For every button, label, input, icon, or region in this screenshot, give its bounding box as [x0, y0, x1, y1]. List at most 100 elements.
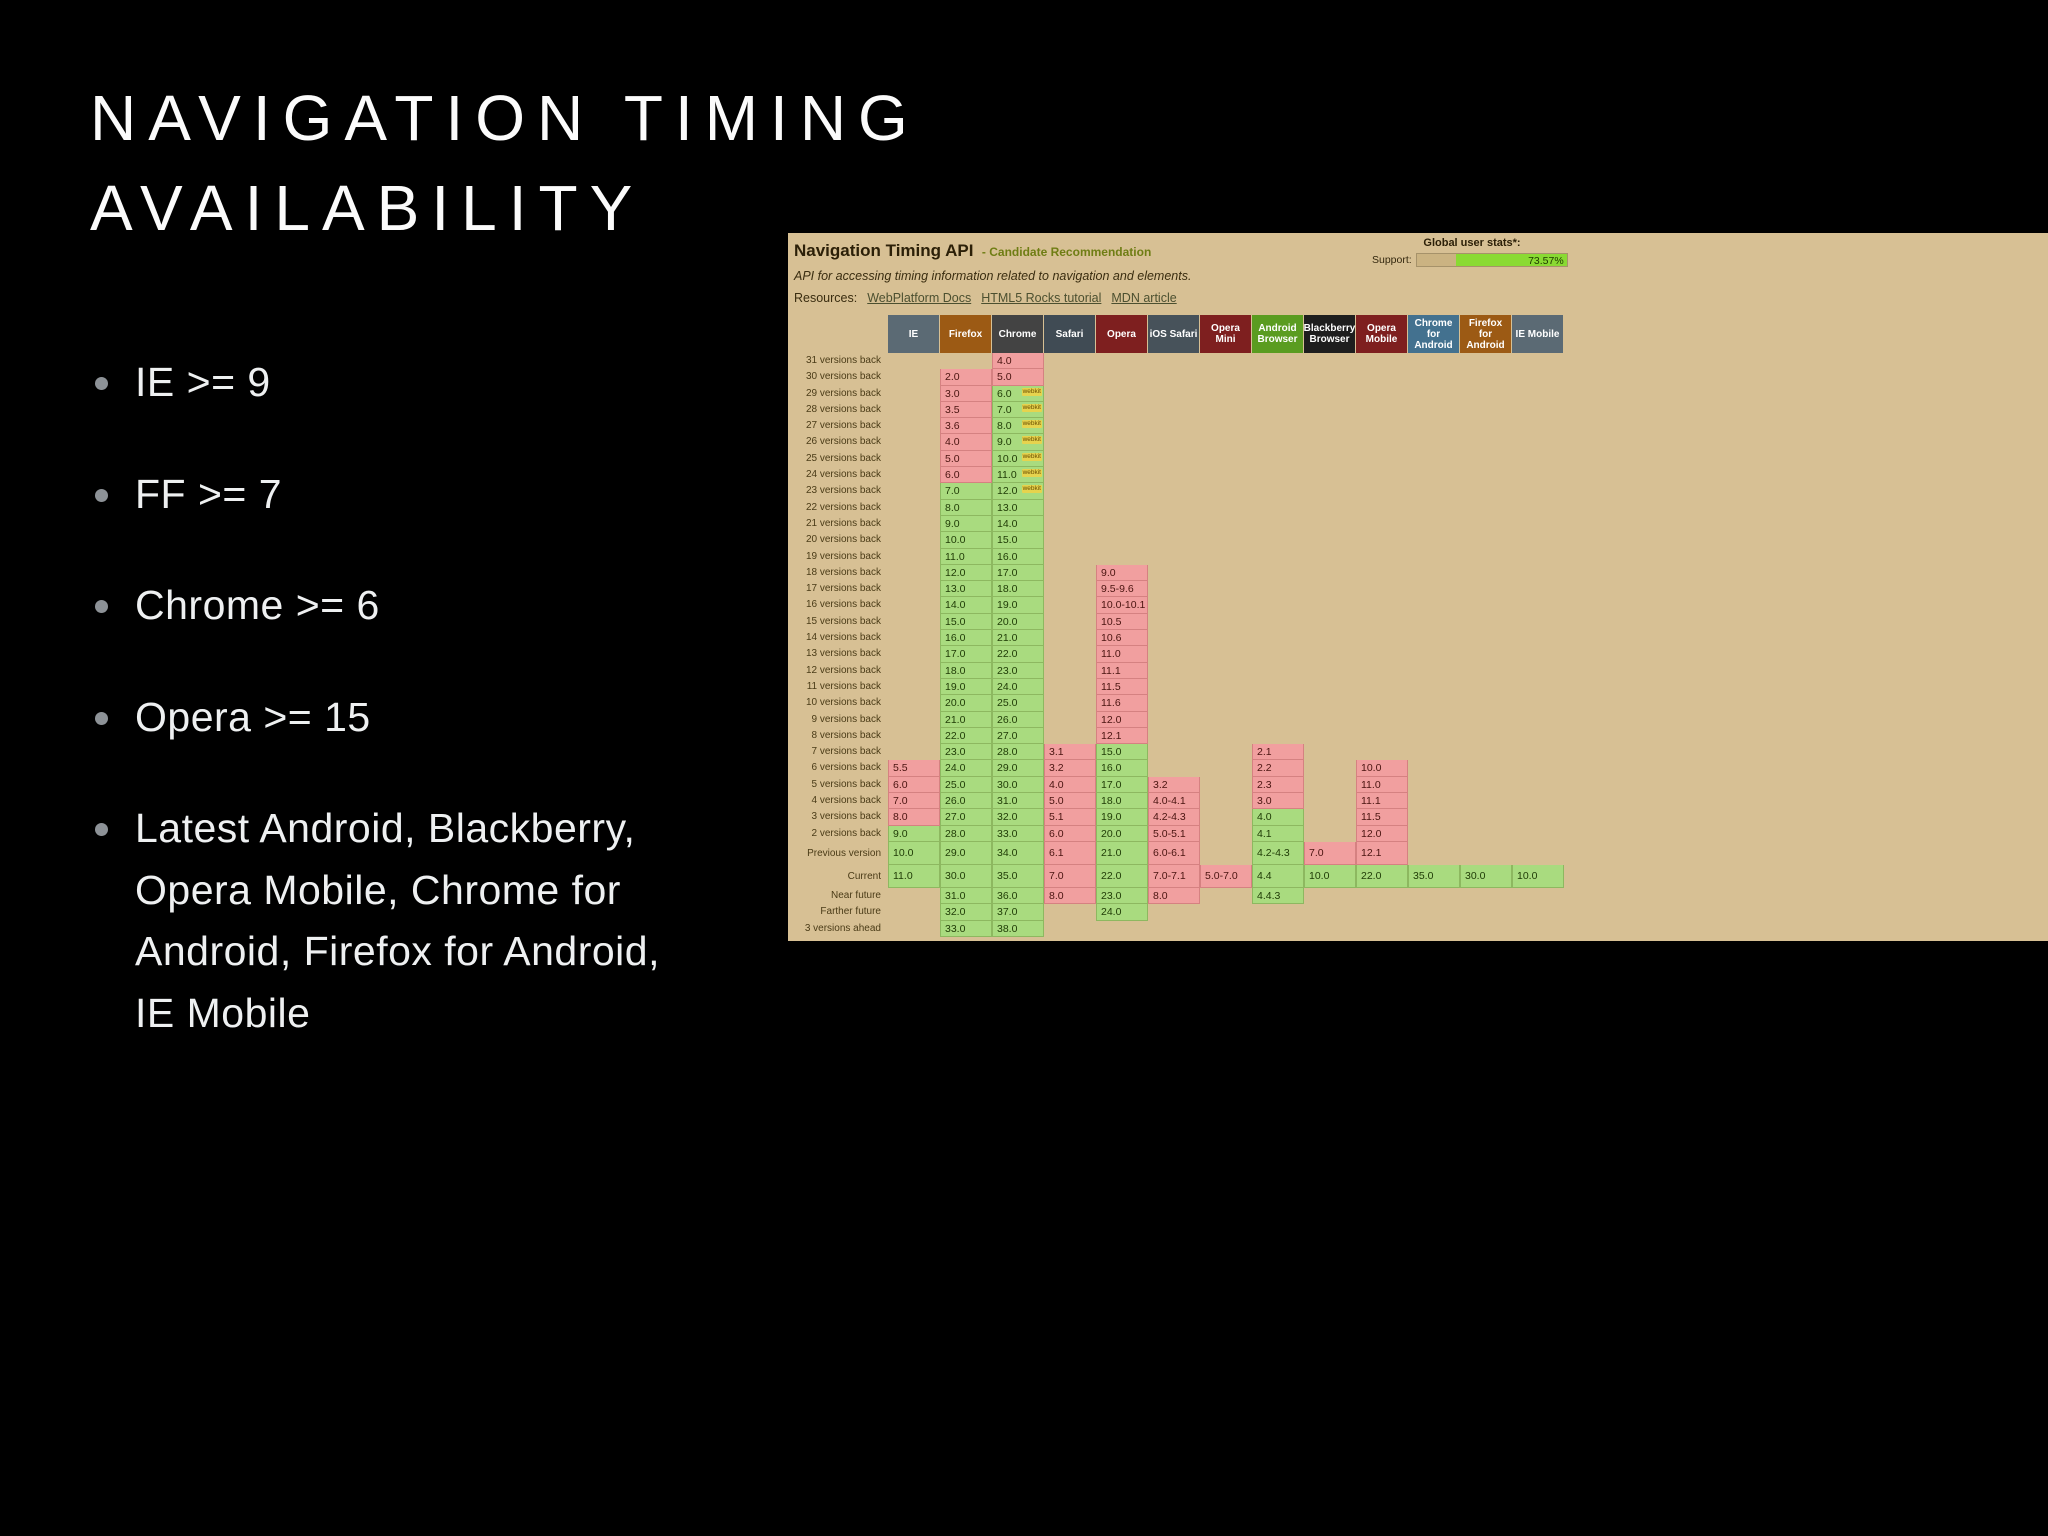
support-cell — [1408, 434, 1460, 450]
support-cell — [1356, 663, 1408, 679]
table-row: 27 versions back 3.6 8.0 webkit — [788, 418, 1564, 435]
support-cell — [1304, 581, 1356, 597]
table-corner — [788, 315, 888, 353]
version-number: 25.0 — [945, 778, 966, 791]
support-cell — [1512, 581, 1564, 597]
support-cell — [1512, 793, 1564, 809]
caniuse-header: Navigation Timing API - Candidate Recomm… — [788, 233, 2048, 315]
support-cell — [1356, 549, 1408, 565]
support-cell — [1356, 581, 1408, 597]
support-cell — [1148, 418, 1200, 434]
support-cell — [1200, 614, 1252, 630]
support-cell — [1408, 386, 1460, 402]
resource-link-mdn-article[interactable]: MDN article — [1111, 291, 1177, 305]
support-cell — [1304, 418, 1356, 434]
version-number: 15.0 — [1101, 746, 1122, 759]
support-cell — [1460, 793, 1512, 809]
resource-link-html5-rocks-tutorial[interactable]: HTML5 Rocks tutorial — [981, 291, 1102, 305]
support-cell: 23.0 — [1096, 887, 1148, 905]
support-cell — [888, 500, 940, 516]
version-number: 18.0 — [1101, 795, 1122, 808]
version-number: 11.1 — [1361, 795, 1381, 808]
table-row: 4 versions back 7.0 26.0 31.0 5.0 18.0 4.0-4.1… — [788, 793, 1564, 810]
support-cell — [1512, 777, 1564, 793]
support-cell: 25.0 — [940, 776, 992, 794]
version-number: 3.2 — [1153, 778, 1168, 791]
support-cell: 2.0 — [940, 369, 992, 386]
resources-links: WebPlatform Docs HTML5 Rocks tutorial MDN … — [857, 291, 1176, 305]
support-cell: 11.0 — [888, 864, 940, 888]
support-cell — [1096, 549, 1148, 565]
support-cell — [1408, 614, 1460, 630]
row-label: 27 versions back — [805, 420, 881, 432]
support-cell — [1512, 646, 1564, 662]
global-user-stats: Global user stats*: Support: 73.57% — [1372, 237, 1572, 267]
version-number: 14.0 — [945, 599, 966, 612]
support-cell: 6.0-6.1 — [1148, 841, 1200, 865]
support-cell — [1200, 369, 1252, 385]
support-cell — [1304, 369, 1356, 385]
support-cell — [1200, 549, 1252, 565]
version-number: 5.0-7.0 — [1205, 869, 1238, 882]
support-cell: 11.1 — [1096, 662, 1148, 679]
version-number: 23.0 — [945, 746, 966, 759]
support-cell — [1200, 904, 1252, 920]
support-cell — [1304, 809, 1356, 825]
support-cell — [1200, 712, 1252, 728]
support-cell — [1200, 565, 1252, 581]
webkit-prefix-tag: webkit — [1021, 485, 1042, 494]
support-cell — [1512, 434, 1564, 450]
support-cell — [1304, 549, 1356, 565]
caniuse-screenshot: Navigation Timing API - Candidate Recomm… — [788, 233, 2048, 941]
support-cell — [1408, 793, 1460, 809]
version-number: 12.1 — [1361, 846, 1382, 859]
version-number: 32.0 — [997, 811, 1018, 824]
support-cell — [1148, 760, 1200, 776]
support-cell: 12.0 — [1356, 825, 1408, 842]
support-cell — [1252, 386, 1304, 402]
version-number: 11.6 — [1101, 697, 1121, 710]
support-cell — [1044, 565, 1096, 581]
row-label: 17 versions back — [805, 583, 881, 595]
version-number: 17.0 — [997, 566, 1018, 579]
support-cell: 6.1 — [1044, 841, 1096, 865]
support-cell: 20.0 — [992, 613, 1044, 631]
support-cell — [1460, 728, 1512, 744]
support-cell: 26.0 — [992, 711, 1044, 728]
version-number: 10.0-10.1 — [1101, 599, 1146, 612]
version-number: 3.1 — [1049, 746, 1064, 759]
row-label: 22 versions back — [805, 501, 881, 513]
support-cell — [1460, 369, 1512, 385]
support-cell: 4.0 — [1044, 776, 1096, 794]
version-number: 35.0 — [997, 869, 1018, 882]
support-cell — [1044, 402, 1096, 418]
version-number: 12.0 — [1101, 713, 1122, 726]
support-cell: 33.0 — [940, 920, 992, 937]
support-cell — [1512, 614, 1564, 630]
version-number: 4.0 — [1257, 811, 1272, 824]
support-cell — [1044, 646, 1096, 662]
support-cell — [1044, 386, 1096, 402]
bullet-dot-icon — [95, 711, 108, 725]
table-row: 26 versions back 4.0 9.0 webkit — [788, 434, 1564, 451]
column-header-ie: IE — [888, 315, 940, 353]
support-cell: 16.0 — [1096, 760, 1148, 777]
support-cell: 29.0 — [992, 760, 1044, 777]
support-cell — [1148, 904, 1200, 920]
support-cell — [1460, 760, 1512, 776]
support-cell — [1252, 369, 1304, 385]
support-cell — [1408, 712, 1460, 728]
version-number: 8.0 — [997, 420, 1012, 433]
version-number: 11.0 — [1361, 778, 1381, 791]
support-cell — [1044, 516, 1096, 532]
support-cell: 28.0 — [992, 744, 1044, 761]
version-number: 24.0 — [1101, 906, 1122, 919]
version-number: 19.0 — [997, 599, 1018, 612]
support-cell — [1512, 418, 1564, 434]
support-cell: 4.0 — [1252, 809, 1304, 826]
support-cell — [888, 451, 940, 467]
support-cell — [1044, 597, 1096, 613]
support-cell — [1356, 614, 1408, 630]
bullet-item-4: Opera >= 15 — [91, 687, 683, 749]
resource-link-webplatform-docs[interactable]: WebPlatform Docs — [867, 291, 972, 305]
